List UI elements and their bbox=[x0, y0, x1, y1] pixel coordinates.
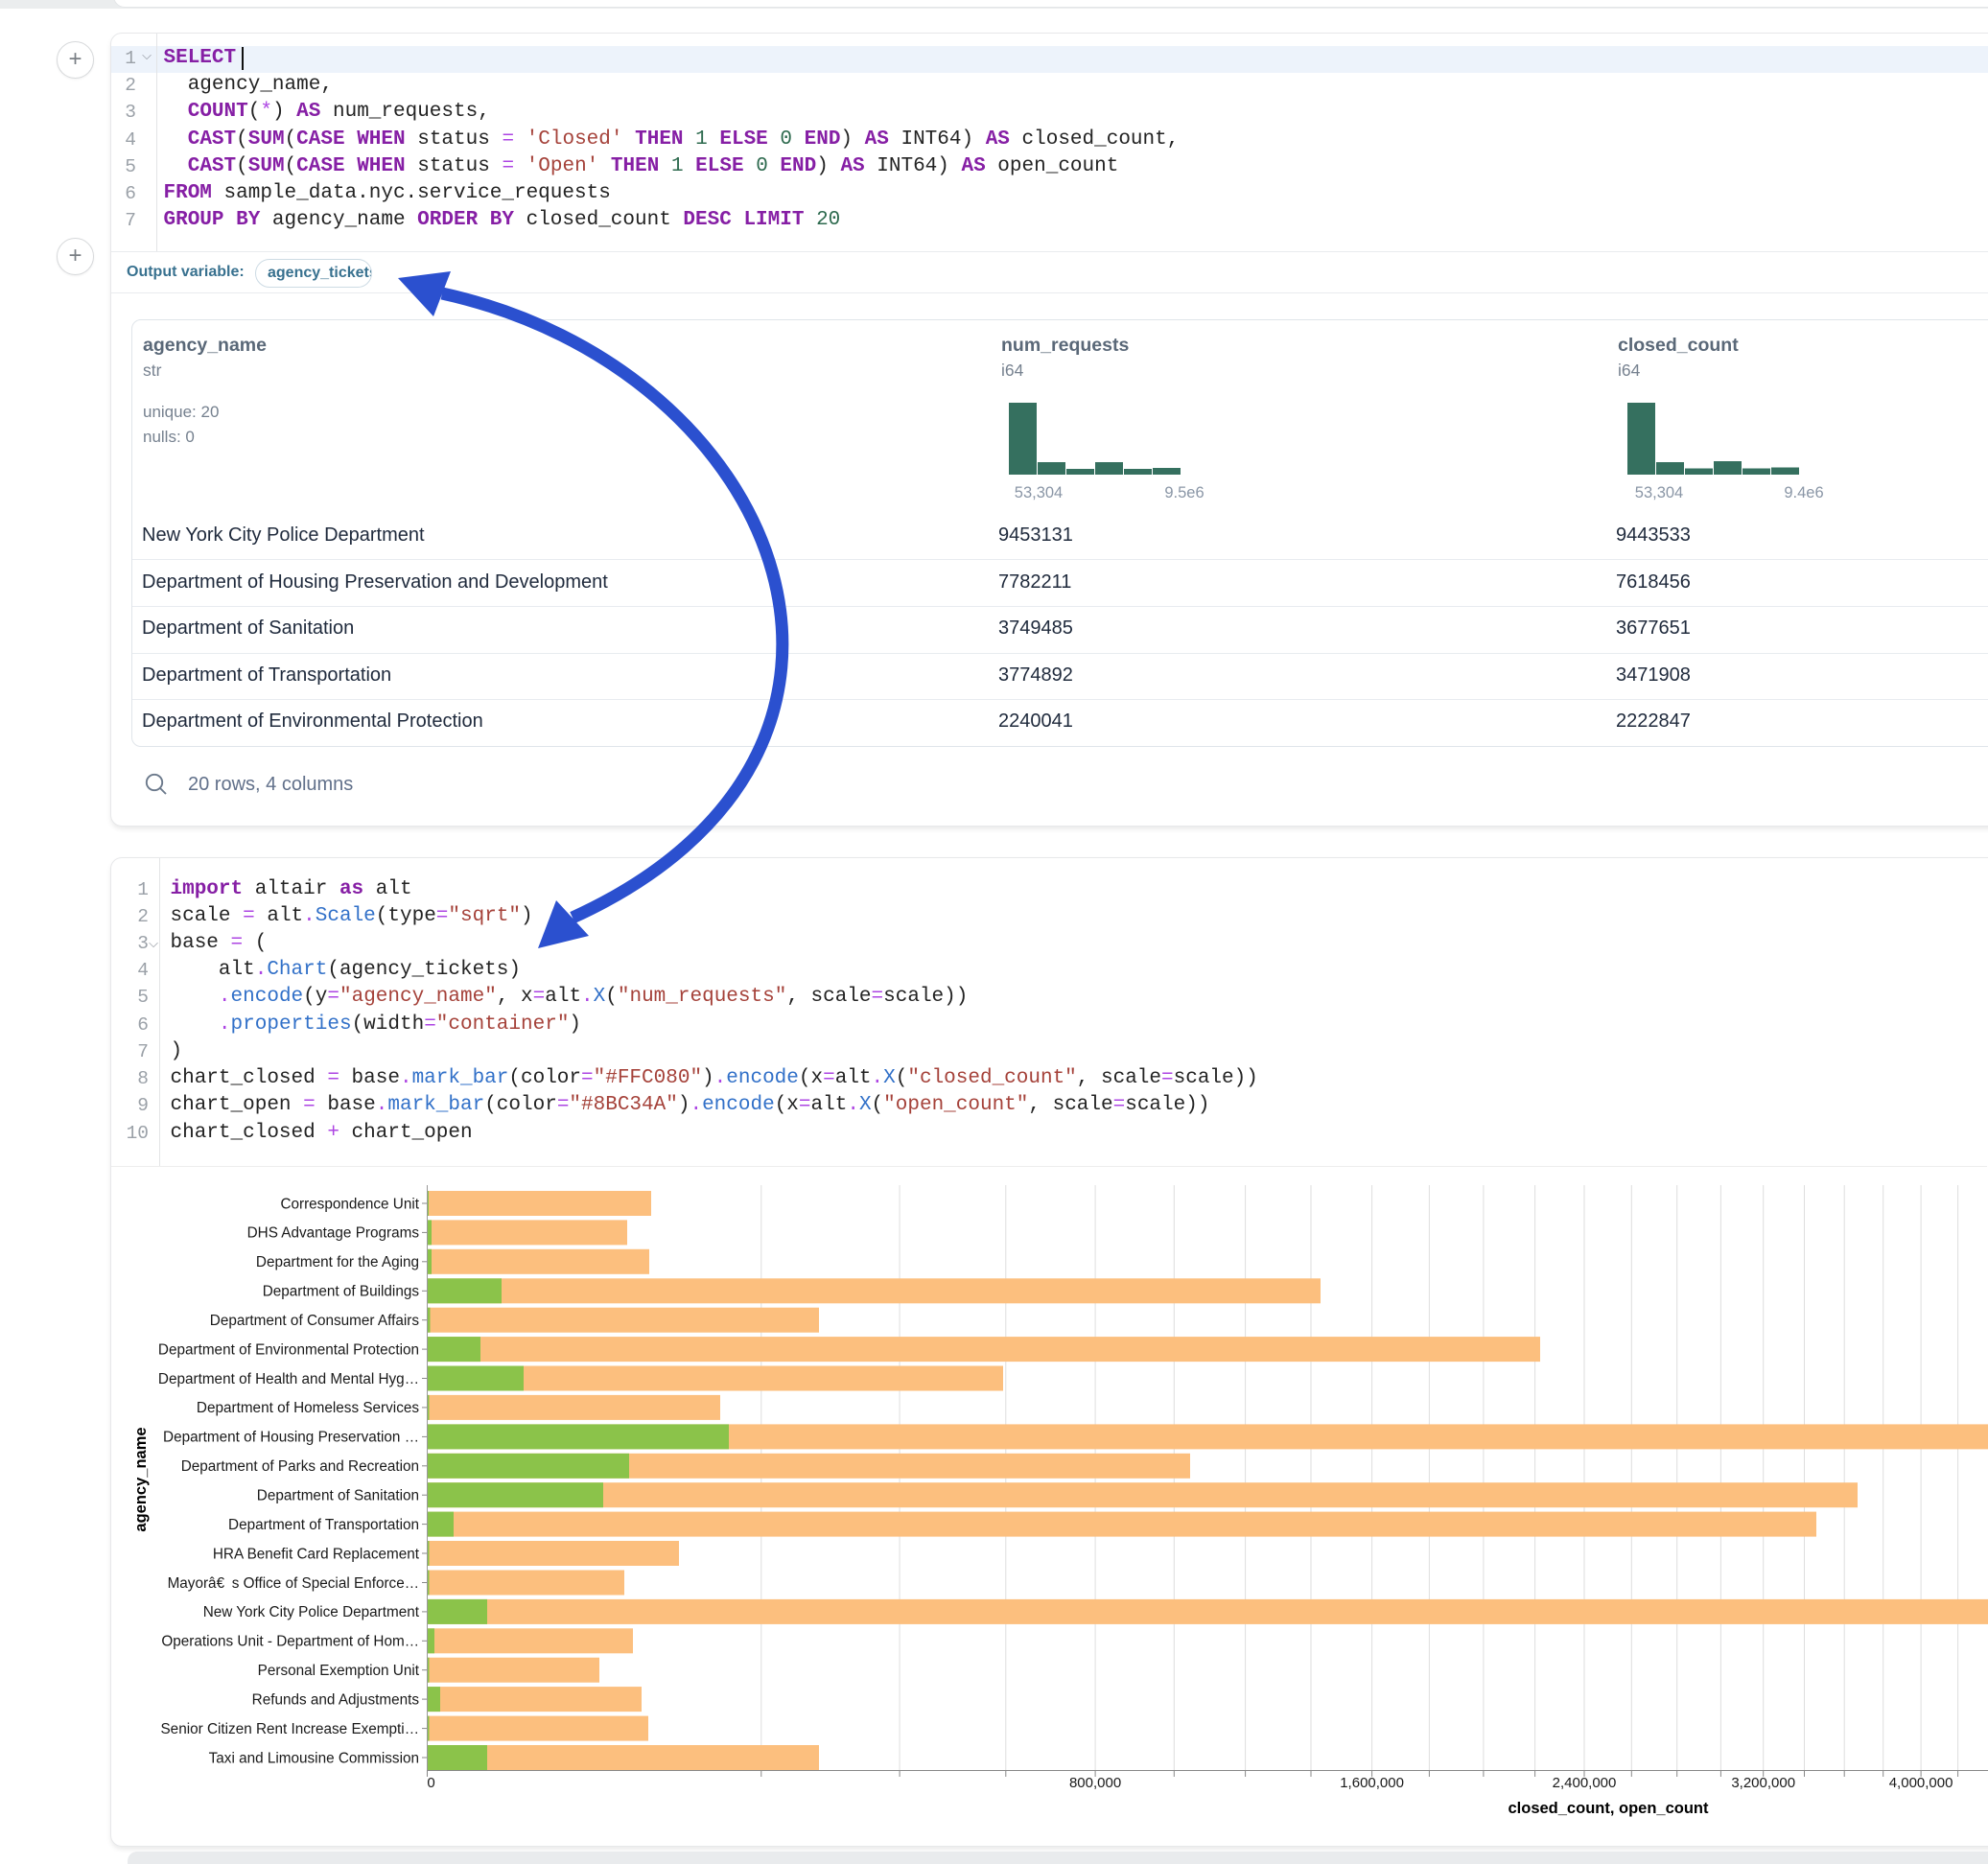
svg-text:Department of Health and Menta: Department of Health and Mental Hyg… bbox=[158, 1371, 419, 1387]
svg-text:800,000: 800,000 bbox=[1069, 1775, 1121, 1791]
svg-text:HRA Benefit Card Replacement: HRA Benefit Card Replacement bbox=[213, 1546, 420, 1562]
svg-text:Department of Environmental Pr: Department of Environmental Protection bbox=[158, 1341, 419, 1358]
svg-text:Department for the Aging: Department for the Aging bbox=[256, 1254, 419, 1270]
svg-text:Senior Citizen Rent Increase E: Senior Citizen Rent Increase Exempti… bbox=[160, 1721, 419, 1737]
svg-text:Department of Transportation: Department of Transportation bbox=[228, 1517, 419, 1533]
svg-text:Department of Homeless Service: Department of Homeless Services bbox=[197, 1400, 419, 1416]
svg-text:Correspondence Unit: Correspondence Unit bbox=[280, 1196, 419, 1212]
svg-text:2,400,000: 2,400,000 bbox=[1553, 1775, 1617, 1791]
svg-text:New York City Police Departmen: New York City Police Department bbox=[203, 1604, 420, 1620]
svg-text:0: 0 bbox=[427, 1775, 434, 1791]
svg-text:4,000,000: 4,000,000 bbox=[1889, 1775, 1953, 1791]
svg-text:Department of Housing Preserva: Department of Housing Preservation … bbox=[163, 1430, 419, 1446]
svg-text:Mayorâ€ s Office of Special En: Mayorâ€ s Office of Special Enforce… bbox=[168, 1575, 419, 1592]
svg-text:1,600,000: 1,600,000 bbox=[1340, 1775, 1404, 1791]
svg-text:DHS Advantage Programs: DHS Advantage Programs bbox=[247, 1225, 420, 1242]
svg-text:Personal Exemption Unit: Personal Exemption Unit bbox=[258, 1663, 420, 1679]
svg-text:Taxi and Limousine Commission: Taxi and Limousine Commission bbox=[209, 1750, 419, 1766]
svg-text:Department of Parks and Recrea: Department of Parks and Recreation bbox=[181, 1458, 419, 1475]
svg-text:3,200,000: 3,200,000 bbox=[1731, 1775, 1795, 1791]
svg-text:agency_name: agency_name bbox=[132, 1427, 150, 1531]
svg-text:Operations Unit - Department o: Operations Unit - Department of Hom… bbox=[161, 1634, 419, 1650]
svg-text:Refunds and Adjustments: Refunds and Adjustments bbox=[252, 1691, 420, 1708]
svg-text:Department of Sanitation: Department of Sanitation bbox=[257, 1488, 419, 1504]
svg-text:Department of Consumer Affairs: Department of Consumer Affairs bbox=[210, 1313, 420, 1329]
svg-text:Department of Buildings: Department of Buildings bbox=[263, 1284, 420, 1300]
svg-text:closed_count, open_count: closed_count, open_count bbox=[1508, 1800, 1709, 1817]
